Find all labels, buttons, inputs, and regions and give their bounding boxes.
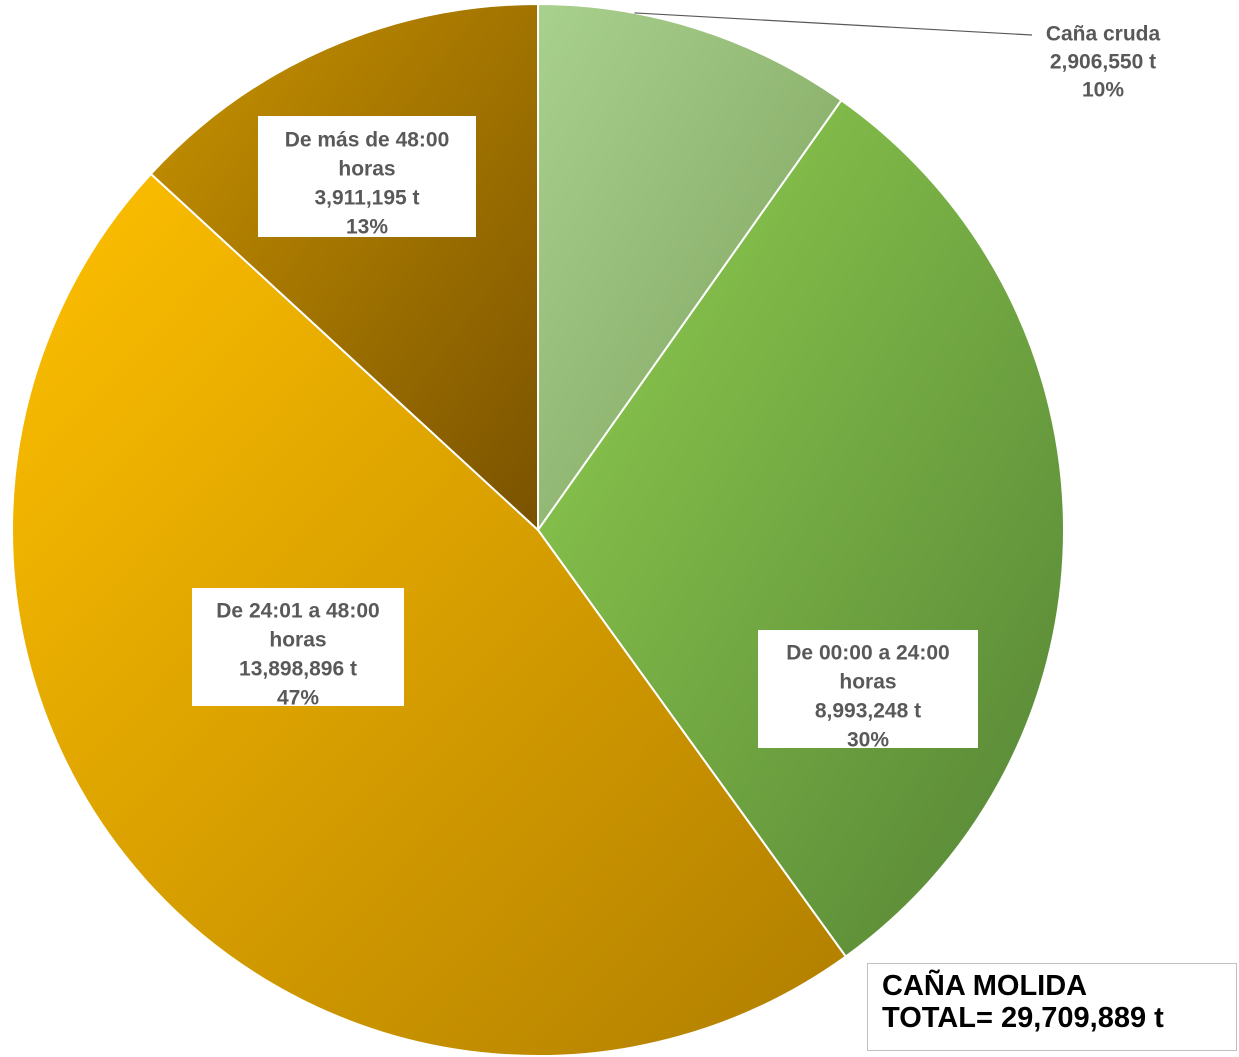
- slice-labels: Caña cruda 2,906,550 t 10% De 00:00 a 24:00…: [192, 23, 1161, 752]
- slice-name-label: De 00:00 a 24:00: [786, 642, 949, 665]
- slice-name-label: horas: [839, 671, 896, 694]
- slice-label-de-00-00-a-24-00-horas: De 00:00 a 24:00 horas 8,993,248 t 30%: [758, 630, 978, 752]
- slice-value-label: 2,906,550 t: [1050, 51, 1156, 74]
- total-box-title: CAÑA MOLIDA: [882, 970, 1088, 1002]
- slice-name-label: horas: [269, 629, 326, 652]
- slice-label-de-mas-de-48-00-horas: De más de 48:00 horas 3,911,195 t 13%: [258, 116, 476, 239]
- leader-lines: [634, 12, 1033, 36]
- slice-percent-label: 47%: [277, 687, 319, 710]
- slice-label-cana-cruda: Caña cruda 2,906,550 t 10%: [1046, 23, 1161, 102]
- slice-name-label: horas: [338, 158, 395, 181]
- slice-label-de-24-01-a-48-00-horas: De 24:01 a 48:00 horas 13,898,896 t 47%: [192, 588, 404, 710]
- slice-percent-label: 13%: [346, 216, 388, 239]
- slice-percent-label: 30%: [847, 729, 889, 752]
- slice-value-label: 13,898,896 t: [239, 658, 357, 681]
- slice-label-box: [192, 588, 404, 706]
- slice-value-label: 8,993,248 t: [815, 700, 921, 723]
- pie-slice-de-24-01-a-48-00-horas: [11, 172, 848, 1057]
- slice-label-box: [758, 630, 978, 748]
- total-box-total: TOTAL= 29,709,889 t: [882, 1002, 1164, 1034]
- slice-name-label: De más de 48:00: [285, 129, 450, 152]
- total-box: CAÑA MOLIDA TOTAL= 29,709,889 t: [867, 963, 1237, 1051]
- slice-value-label: 3,911,195 t: [314, 187, 419, 210]
- slice-name-label: Caña cruda: [1046, 23, 1161, 46]
- pie-slice-cana-cruda: [537, 2, 843, 534]
- pie-slices: [11, 2, 1065, 1057]
- leader-line-cana-cruda: [634, 12, 1033, 36]
- slice-name-label: De 24:01 a 48:00: [216, 600, 379, 623]
- slice-label-box: [258, 116, 476, 237]
- slice-percent-label: 10%: [1082, 79, 1124, 102]
